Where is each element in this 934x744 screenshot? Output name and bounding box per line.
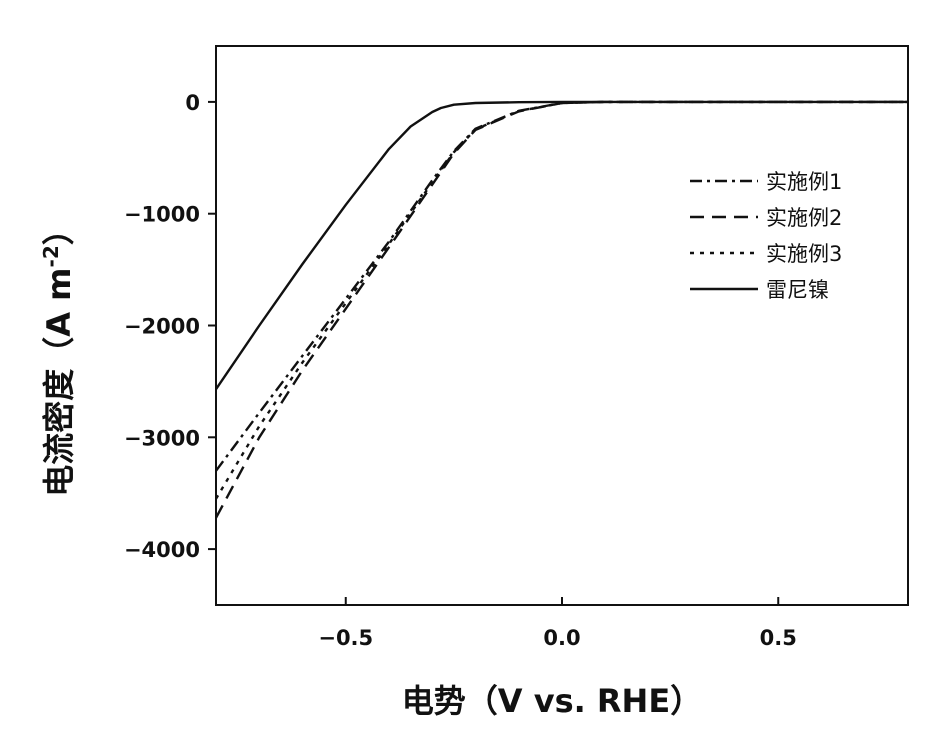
y-tick-label: −3000 bbox=[124, 426, 200, 450]
y-tick-label: −1000 bbox=[124, 203, 200, 227]
y-axis: 0 −1000 −2000 −3000 −4000 bbox=[124, 91, 216, 562]
y-axis-title: 电流密度（A m-2） bbox=[39, 213, 78, 497]
y-tick-label: −4000 bbox=[124, 538, 200, 562]
x-tick-label: 0.5 bbox=[760, 626, 797, 650]
legend-label-3: 实施例3 bbox=[766, 242, 842, 266]
legend: 实施例1 实施例2 实施例3 雷尼镍 bbox=[690, 170, 842, 302]
legend-label-4: 雷尼镍 bbox=[766, 278, 829, 302]
y-tick-label: −2000 bbox=[124, 315, 200, 339]
series-lines bbox=[216, 102, 908, 518]
plot-frame bbox=[216, 46, 908, 605]
legend-label-1: 实施例1 bbox=[766, 170, 842, 194]
y-tick-label: 0 bbox=[185, 91, 200, 115]
legend-label-2: 实施例2 bbox=[766, 206, 842, 230]
x-tick-label: −0.5 bbox=[318, 626, 373, 650]
series-line-2 bbox=[216, 102, 908, 518]
x-tick-label: 0.0 bbox=[543, 626, 580, 650]
y-axis-title-superscript: -2 bbox=[39, 245, 63, 267]
x-axis-title: 电势（V vs. RHE） bbox=[402, 682, 702, 720]
y-axis-title-main: 电流密度（A m bbox=[40, 267, 78, 496]
plot-border bbox=[216, 46, 908, 605]
y-axis-title-close: ） bbox=[40, 213, 78, 245]
